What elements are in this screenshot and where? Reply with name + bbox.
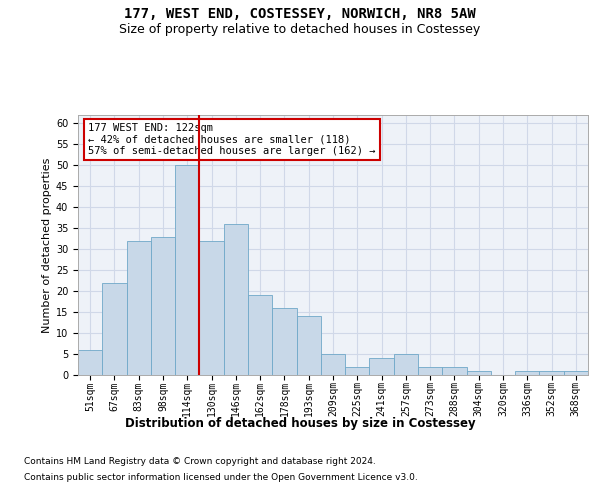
Text: Contains HM Land Registry data © Crown copyright and database right 2024.: Contains HM Land Registry data © Crown c…: [24, 458, 376, 466]
Bar: [539, 371, 564, 375]
Bar: [127, 241, 151, 375]
Bar: [564, 371, 588, 375]
Bar: [102, 282, 127, 375]
Bar: [248, 296, 272, 375]
Bar: [272, 308, 296, 375]
Text: Contains public sector information licensed under the Open Government Licence v3: Contains public sector information licen…: [24, 472, 418, 482]
Bar: [199, 241, 224, 375]
Text: Size of property relative to detached houses in Costessey: Size of property relative to detached ho…: [119, 22, 481, 36]
Bar: [467, 371, 491, 375]
Text: 177 WEST END: 122sqm
← 42% of detached houses are smaller (118)
57% of semi-deta: 177 WEST END: 122sqm ← 42% of detached h…: [88, 123, 376, 156]
Bar: [418, 366, 442, 375]
Bar: [515, 371, 539, 375]
Bar: [296, 316, 321, 375]
Bar: [151, 236, 175, 375]
Bar: [345, 366, 370, 375]
Bar: [442, 366, 467, 375]
Bar: [394, 354, 418, 375]
Bar: [370, 358, 394, 375]
Text: Distribution of detached houses by size in Costessey: Distribution of detached houses by size …: [125, 418, 475, 430]
Bar: [321, 354, 345, 375]
Bar: [175, 166, 199, 375]
Y-axis label: Number of detached properties: Number of detached properties: [41, 158, 52, 332]
Text: 177, WEST END, COSTESSEY, NORWICH, NR8 5AW: 177, WEST END, COSTESSEY, NORWICH, NR8 5…: [124, 8, 476, 22]
Bar: [78, 350, 102, 375]
Bar: [224, 224, 248, 375]
